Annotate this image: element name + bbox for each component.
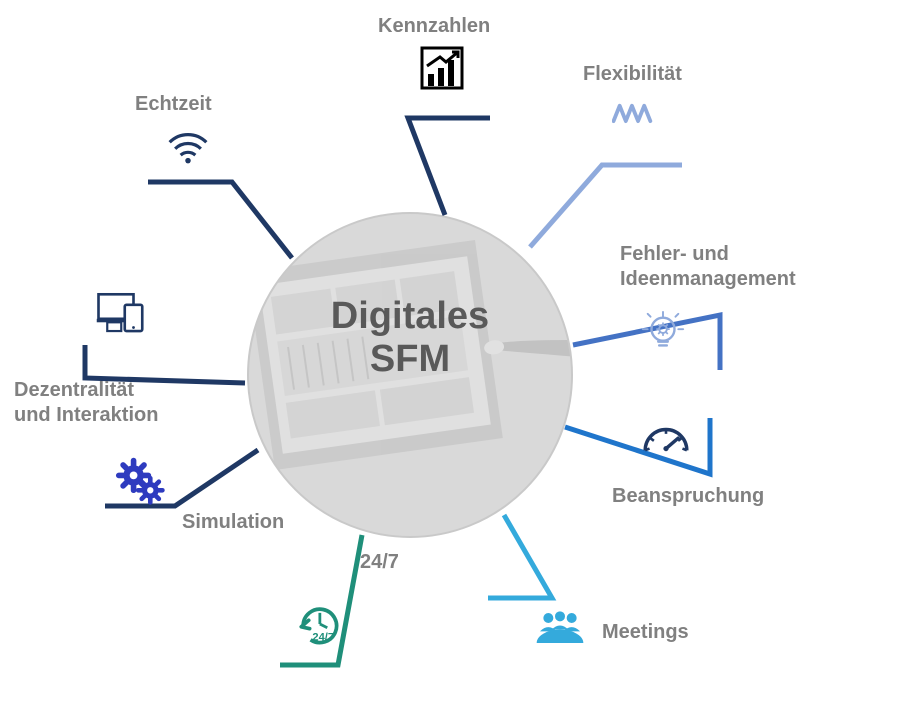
devices-icon (95, 288, 151, 341)
label-fehler: Fehler- und Ideenmanagement (620, 242, 796, 292)
center-title: Digitales SFM (300, 295, 520, 381)
label-echtzeit: Echtzeit (135, 92, 212, 117)
center-title-line2: SFM (300, 338, 520, 381)
wifi-icon (166, 128, 210, 173)
label-dezentral: Dezentralität und Interaktion (14, 378, 158, 428)
gears-icon (115, 455, 167, 512)
label-kennzahlen: Kennzahlen (378, 14, 490, 39)
spoke-flexibilitaet (530, 165, 682, 247)
label-flexibilitaet: Flexibilität (583, 62, 682, 87)
svg-text:24/7: 24/7 (312, 632, 334, 644)
chart-growth-icon (418, 44, 466, 97)
clock-247-icon: 24/7 (292, 598, 344, 655)
diagram-root: Digitales SFM Kennzahlen Flexibilität Fe… (0, 0, 900, 707)
meeting-icon (535, 608, 585, 653)
spoke-kennzahlen (408, 118, 490, 215)
label-beanspruchung: Beanspruchung (612, 484, 764, 509)
wave-icon (612, 100, 658, 130)
spoke-meetings (488, 515, 552, 598)
gauge-icon (640, 420, 692, 461)
label-simulation: Simulation (182, 510, 284, 535)
lightbulb-icon (640, 310, 686, 361)
label-meetings: Meetings (602, 620, 689, 645)
label-247: 24/7 (360, 550, 399, 575)
center-title-line1: Digitales (300, 295, 520, 338)
spoke-echtzeit (148, 182, 292, 258)
